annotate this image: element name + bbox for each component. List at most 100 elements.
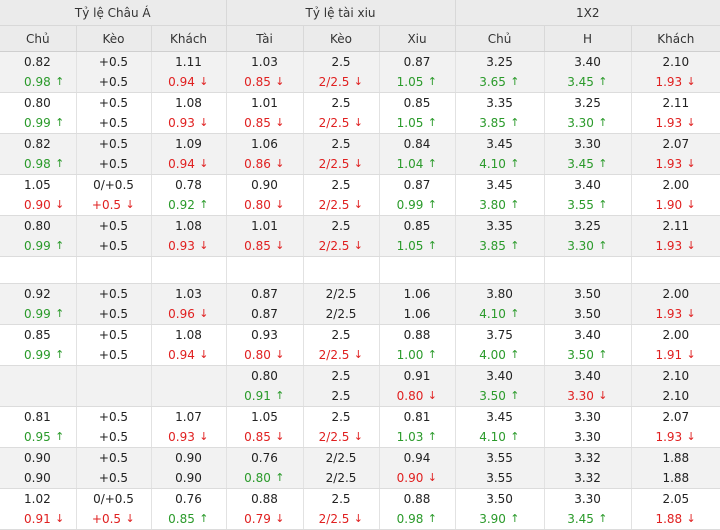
- cell-draw: 3.40 3.30 ↓: [544, 365, 632, 407]
- odds-value: 3.30: [574, 137, 601, 151]
- odds-value: 1.05: [251, 410, 278, 424]
- current-odds: 3.55: [456, 468, 544, 488]
- odds-value: 3.50: [479, 389, 506, 403]
- odds-cell: 3.25 3.30 ↑: [545, 216, 631, 256]
- odds-value: 0.99: [24, 116, 51, 130]
- current-odds: 1.03 ↑: [380, 427, 455, 447]
- arrow-down-icon: ↓: [686, 239, 696, 252]
- arrow-up-icon: ↑: [275, 471, 285, 484]
- odds-value: 1.88: [662, 451, 690, 465]
- cell-1x2-away: 2.00 1.90 ↓: [631, 174, 720, 216]
- odds-value: 3.50: [567, 348, 594, 362]
- odds-value: 3.55: [486, 471, 513, 485]
- opening-odds: 0.80: [0, 93, 76, 113]
- current-odds: 4.10 ↑: [456, 154, 544, 174]
- opening-odds: 0.85: [380, 216, 455, 236]
- current-odds: +0.5: [77, 236, 151, 256]
- current-odds: 3.30 ↑: [545, 113, 631, 133]
- odds-value: 0.80: [396, 389, 424, 403]
- odds-value: +0.5: [98, 55, 129, 69]
- odds-cell: 0.87 0.99 ↑: [380, 175, 455, 215]
- cell-home: 0.80 0.99 ↑: [0, 92, 77, 134]
- opening-odds: 2/2.5: [304, 284, 379, 304]
- cell-1x2-away: 2.07 1.93 ↓: [631, 406, 720, 448]
- current-odds: 0.86 ↓: [227, 154, 303, 174]
- cell-handicap: +0.5 +0.5: [76, 406, 152, 448]
- opening-odds: 1.05: [0, 175, 76, 195]
- odds-value: 3.25: [574, 219, 601, 233]
- odds-value: 0.90: [24, 198, 51, 212]
- odds-value: 0.88: [403, 492, 431, 506]
- odds-cell: 2.07 1.93 ↓: [632, 407, 720, 447]
- opening-odds: 1.08: [152, 325, 226, 345]
- current-odds: +0.5: [77, 304, 151, 324]
- odds-value: 0.81: [403, 410, 431, 424]
- opening-odds: 3.50: [456, 489, 544, 509]
- cell-handicap: 0/+0.5 +0.5 ↓: [76, 488, 152, 530]
- cell-under: 0.84 1.04 ↑: [379, 133, 456, 175]
- odds-cell: 2/2.5 2/2.5: [304, 284, 379, 324]
- opening-odds: 0.76: [152, 489, 226, 509]
- odds-value: 0.85: [168, 512, 195, 526]
- cell-handicap: [76, 256, 152, 284]
- cell-handicap: +0.5 +0.5: [76, 92, 152, 134]
- opening-odds: 2.07: [632, 134, 720, 154]
- odds-cell: +0.5 +0.5: [77, 216, 151, 256]
- table-row: 1.02 0.91 ↓ 0/+0.5 +0.5 ↓ 0.76 0.85 ↑ 0.88 0.79 ↓ 2.…: [0, 488, 720, 530]
- odds-cell: 0.90 0.80 ↓: [227, 175, 303, 215]
- table-row: 0.92 0.99 ↑ +0.5 +0.5 1.03 0.96 ↓ 0.87 0.87 2/2.5 2…: [0, 283, 720, 325]
- cell-away: [151, 256, 227, 284]
- cell-line: 2.5 2/2.5 ↓: [303, 51, 380, 93]
- arrow-down-icon: ↓: [686, 157, 696, 170]
- current-odds: 0.90: [152, 468, 226, 488]
- cell-handicap: +0.5 +0.5: [76, 51, 152, 93]
- opening-odds: 0.81: [0, 407, 76, 427]
- opening-odds: 3.40: [456, 366, 544, 386]
- odds-value: 1.93: [655, 430, 683, 444]
- current-odds: 0.85 ↓: [227, 113, 303, 133]
- arrow-up-icon: ↑: [55, 75, 65, 88]
- odds-value: 3.45: [567, 75, 594, 89]
- odds-cell: 0.90 0.90: [0, 448, 76, 488]
- group-header-row: Tỷ lệ Châu Á Tỷ lệ tài xiu 1X2: [0, 0, 720, 26]
- col-header-under: Xiu: [379, 25, 456, 52]
- current-odds: +0.5 ↓: [77, 509, 151, 529]
- cell-1x2-home: 3.50 3.90 ↑: [455, 488, 545, 530]
- cell-under: 0.87 1.05 ↑: [379, 51, 456, 93]
- odds-value: 0.90: [24, 451, 51, 465]
- cell-line: 2.5 2/2.5 ↓: [303, 406, 380, 448]
- odds-value: 1.07: [175, 410, 202, 424]
- opening-odds: 2.10: [632, 52, 720, 72]
- opening-odds: 3.25: [545, 216, 631, 236]
- odds-cell: 2.05 1.88 ↓: [632, 489, 720, 529]
- odds-value: 2.00: [662, 178, 690, 192]
- cell-1x2-home: 3.35 3.85 ↑: [455, 215, 545, 257]
- odds-cell: 3.55 3.55: [456, 448, 544, 488]
- odds-value: 2/2.5: [325, 307, 357, 321]
- odds-value: 0.91: [24, 512, 51, 526]
- odds-cell: 0.85 1.05 ↑: [380, 93, 455, 133]
- odds-cell: 3.50 3.50: [545, 284, 631, 324]
- col-header-1x2-home: Chủ: [455, 25, 545, 52]
- odds-cell: 1.09 0.94 ↓: [152, 134, 226, 174]
- arrow-down-icon: ↓: [199, 75, 209, 88]
- odds-value: +0.5: [91, 198, 122, 212]
- opening-odds: 2.11: [632, 216, 720, 236]
- cell-away: 0.78 0.92 ↑: [151, 174, 227, 216]
- odds-cell: 2.07 1.93 ↓: [632, 134, 720, 174]
- odds-value: 1.03: [175, 287, 202, 301]
- opening-odds: 2/2.5: [304, 448, 379, 468]
- odds-value: 2.5: [331, 137, 351, 151]
- cell-1x2-away: 2.00 1.93 ↓: [631, 283, 720, 325]
- odds-cell: 0.80 0.99 ↑: [0, 93, 76, 133]
- odds-value: 3.80: [486, 287, 513, 301]
- cell-away: 1.09 0.94 ↓: [151, 133, 227, 175]
- arrow-up-icon: ↑: [199, 512, 209, 525]
- arrow-down-icon: ↓: [275, 512, 285, 525]
- arrow-down-icon: ↓: [55, 512, 65, 525]
- opening-odds: 0.82: [0, 52, 76, 72]
- odds-value: 0/+0.5: [93, 178, 134, 192]
- opening-odds: 0/+0.5: [77, 489, 151, 509]
- table-row: 0.90 0.90 +0.5 +0.5 0.90 0.90 0.76 0.80 ↑ 2/2.5 2/…: [0, 447, 720, 489]
- arrow-down-icon: ↓: [686, 198, 696, 211]
